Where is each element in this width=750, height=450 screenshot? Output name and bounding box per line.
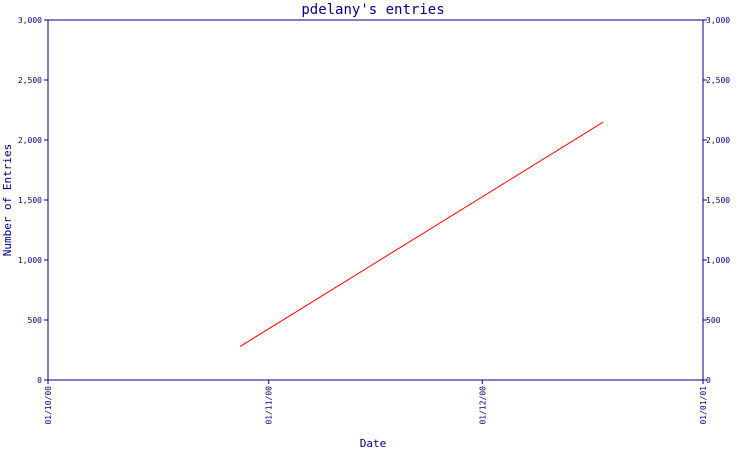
x-tick-label: 01/11/00 [265, 386, 274, 425]
chart-title: pdelany's entries [301, 2, 444, 18]
x-tick-label: 01/10/00 [44, 386, 53, 425]
y-tick-label-left: 2,000 [18, 136, 42, 145]
y-tick-label-right: 2,000 [706, 136, 730, 145]
x-tick-label: 01/12/00 [478, 386, 487, 425]
plot-frame [47, 19, 704, 381]
y-tick-label-right: 3,000 [706, 16, 730, 25]
y-tick-label-right: 0 [706, 376, 711, 385]
series-group [239, 121, 604, 347]
y-tick-label-right: 1,000 [706, 256, 730, 265]
y-tick-label-right: 500 [706, 316, 721, 325]
y-tick-label-right: 1,500 [706, 196, 730, 205]
y-tick-label-left: 1,500 [18, 196, 42, 205]
y-axis-label: Number of Entries [1, 144, 14, 257]
x-axis: 01/10/00 01/11/00 01/12/00 01/01/01 [44, 380, 708, 425]
x-tick-label: 01/01/01 [699, 386, 708, 425]
x-axis-label: Date [360, 437, 387, 450]
series-line [239, 121, 604, 347]
y-tick-label-left: 3,000 [18, 16, 42, 25]
y-tick-label-left: 0 [37, 376, 42, 385]
y-tick-label-left: 2,500 [18, 76, 42, 85]
y-tick-label-left: 1,000 [18, 256, 42, 265]
y-axis-right: 0 500 1,000 1,500 2,000 2,500 3,000 [703, 16, 730, 385]
y-axis-left: 0 500 1,000 1,500 2,000 2,500 3,000 [18, 16, 48, 385]
y-tick-label-right: 2,500 [706, 76, 730, 85]
y-tick-label-left: 500 [28, 316, 43, 325]
